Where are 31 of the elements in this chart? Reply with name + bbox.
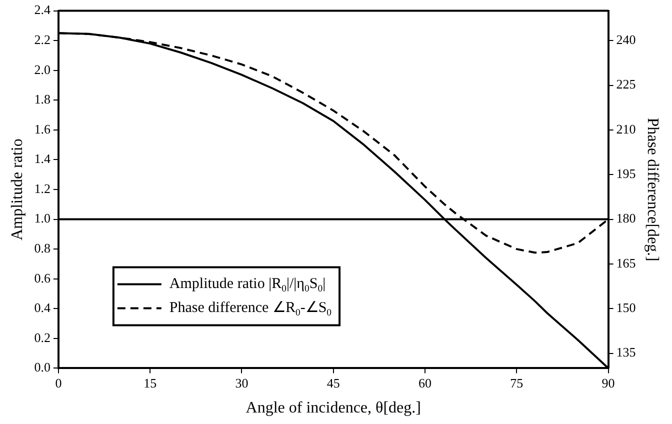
x-tick-label: 90 — [602, 375, 615, 390]
x-axis-title: Angle of incidence, θ[deg.] — [246, 400, 421, 417]
y-tick-label: 0.2 — [34, 330, 50, 345]
y-tick-label: 1.0 — [34, 210, 50, 226]
y2-tick-label: 240 — [616, 32, 636, 48]
y2-tick-label: 150 — [616, 300, 636, 316]
y-tick-label: 0.8 — [34, 240, 50, 256]
y-tick-label: 0.4 — [34, 300, 51, 316]
y2-tick-label: 195 — [616, 166, 636, 182]
x-tick-label: 15 — [144, 375, 157, 390]
y2-axis-title: Phase difference[deg.] — [644, 118, 662, 262]
x-tick-label: 0 — [55, 375, 62, 390]
y-tick-label: 2.4 — [34, 2, 51, 18]
x-tick-label: 30 — [235, 375, 248, 390]
y2-tick-label: 165 — [616, 255, 636, 270]
y2-tick-label: 210 — [616, 121, 636, 136]
y2-tick-label: 135 — [616, 344, 636, 360]
x-tick-label: 60 — [418, 375, 432, 390]
x-tick-label: 75 — [510, 375, 524, 390]
y-tick-label: 1.4 — [34, 151, 51, 166]
y-tick-label: 0.0 — [34, 360, 50, 375]
y-tick-label: 0.6 — [34, 270, 51, 286]
y-tick-label: 1.8 — [34, 92, 50, 107]
y-axis-title: Amplitude ratio — [8, 138, 26, 240]
y-tick-label: 1.6 — [34, 121, 51, 136]
y-tick-label: 2.0 — [34, 62, 50, 77]
y2-tick-label: 180 — [616, 210, 636, 226]
x-tick-label: 45 — [326, 375, 340, 390]
y-tick-label: 1.2 — [34, 180, 50, 196]
y-tick-label: 2.2 — [34, 32, 50, 48]
y2-tick-label: 225 — [616, 76, 636, 92]
